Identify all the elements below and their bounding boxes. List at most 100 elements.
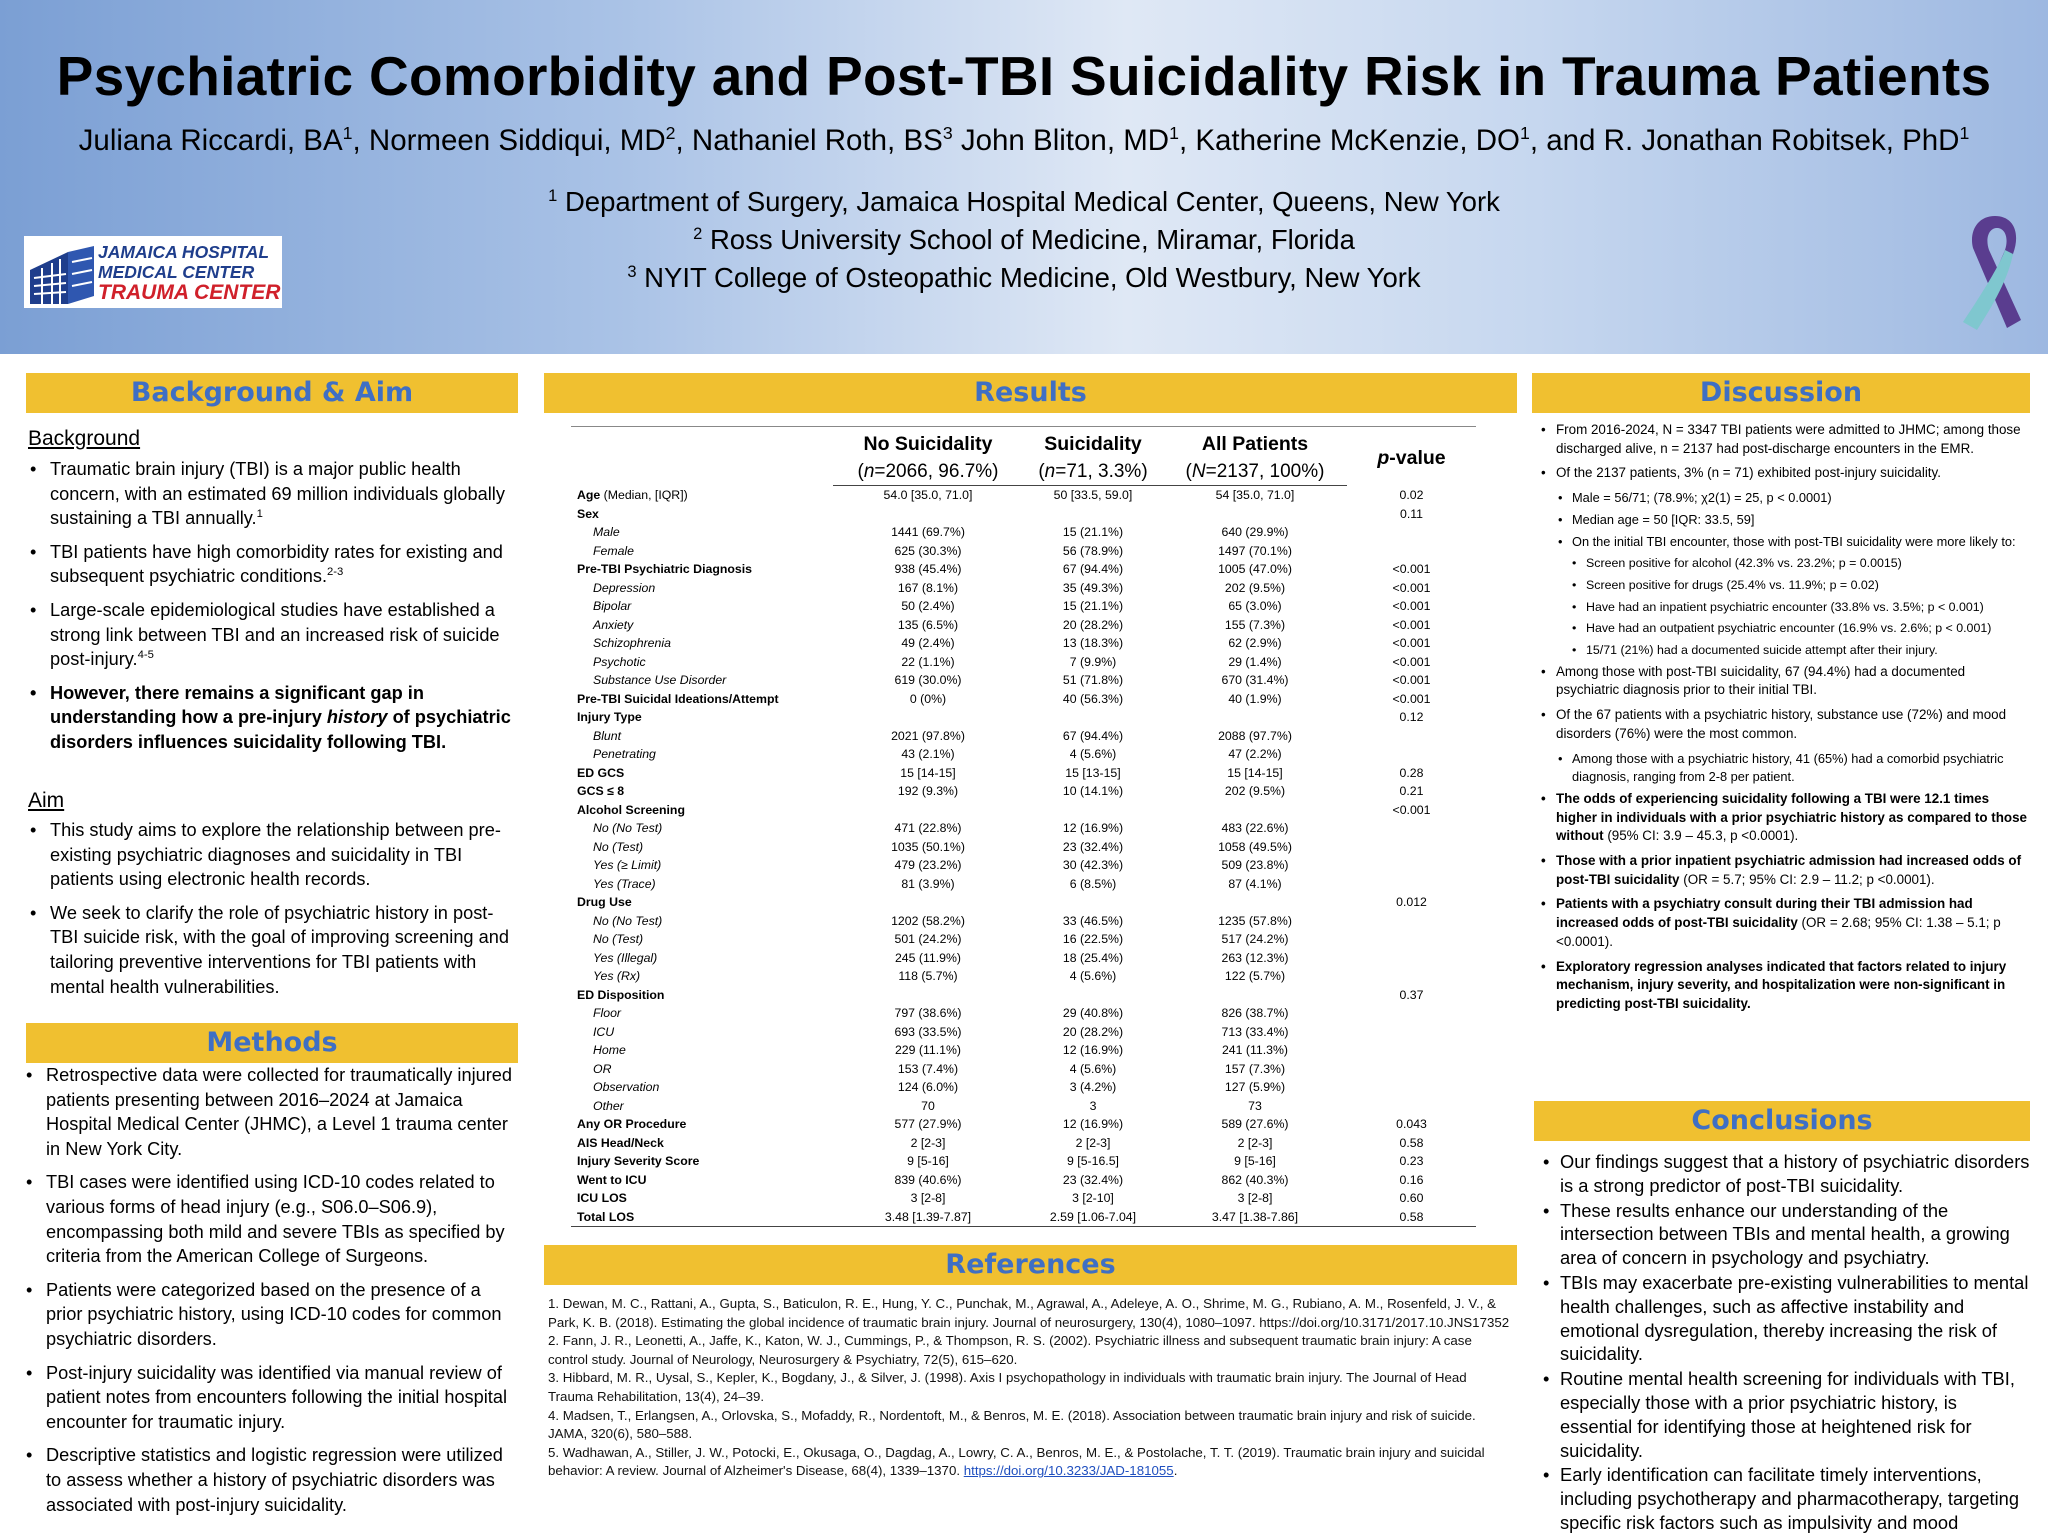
table-row: GCS ≤ 8 192 (9.3%) 10 (14.1%) 202 (9.5%) 0.2… [571, 782, 1476, 801]
p-value-cell: 0.28 [1399, 765, 1424, 780]
p-value-cell [1347, 1041, 1476, 1060]
table-cell [833, 893, 1023, 912]
table-cell: 1202 (58.2%) [891, 913, 965, 928]
table-cell: 67 (94.4%) [1062, 728, 1124, 743]
conclusions-list: Our findings suggest that a history of p… [1540, 1150, 2032, 1536]
logo-line-2: MEDICAL CENTER [98, 262, 255, 282]
row-label: Injury Type [577, 710, 642, 724]
table-cell: 155 (7.3%) [1224, 617, 1286, 632]
p-value-cell: 0.02 [1399, 487, 1424, 502]
table-cell: 2 [2-3] [910, 1135, 946, 1150]
table-cell: 2 [2-3] [1237, 1135, 1273, 1150]
table-cell: 938 (45.4%) [894, 562, 962, 576]
conclusions-banner: Conclusions [1534, 1101, 2030, 1141]
table-row: ICU 693 (33.5%) 20 (28.2%) 713 (33.4%) [571, 1023, 1476, 1042]
row-label: Yes (Trace) [593, 876, 656, 891]
table-cell: 1441 (69.7%) [891, 525, 965, 539]
references-banner: References [544, 1245, 1517, 1285]
discussion-item: Among those with a psychiatric history, … [1538, 750, 2032, 787]
table-cell: 167 (8.1%) [897, 580, 959, 595]
doi-link[interactable]: https://doi.org/10.3233/JAD-181055 [963, 1463, 1174, 1479]
table-cell: 1035 (50.1%) [891, 839, 965, 854]
row-label: Yes (Rx) [593, 969, 641, 983]
table-cell [833, 801, 1023, 820]
discussion-item: Have had an outpatient psychiatric encou… [1538, 619, 2032, 638]
table-cell [1163, 893, 1347, 912]
row-label: AIS Head/Neck [577, 1135, 664, 1150]
table-cell: 67 (94.4%) [1062, 562, 1124, 576]
table-cell: 23 (32.4%) [1062, 839, 1124, 854]
table-cell: 3 [2-10] [1072, 1191, 1114, 1205]
methods-item: Post-injury suicidality was identified v… [24, 1361, 518, 1435]
table-row: Penetrating 43 (2.1%) 4 (5.6%) 47 (2.2%) [571, 745, 1476, 764]
table-cell [833, 708, 1023, 727]
row-label: No (No Test) [593, 913, 663, 928]
table-corner [571, 426, 833, 486]
reference-item: 4. Madsen, T., Erlangsen, A., Orlovska, … [548, 1407, 1476, 1442]
table-cell: 81 (3.9%) [901, 876, 955, 891]
table-row: Yes (≥ Limit) 479 (23.2%) 30 (42.3%) 509 (2… [571, 856, 1476, 875]
row-label: ICU LOS [577, 1191, 627, 1205]
row-label: Total LOS [571, 1207, 833, 1227]
table-cell: 670 (31.4%) [1221, 673, 1289, 687]
table-row: Substance Use Disorder 619 (30.0%) 51 (71.… [571, 671, 1476, 690]
affiliation-1: 1 Department of Surgery, Jamaica Hospita… [548, 186, 1500, 217]
row-label: Other [593, 1098, 624, 1113]
p-value-cell: <0.001 [1392, 673, 1431, 687]
table-row: Depression 167 (8.1%) 35 (49.3%) 202 (9.5%)… [571, 579, 1476, 598]
p-value-cell: <0.001 [1392, 580, 1431, 595]
table-row: Male 1441 (69.7%) 15 (21.1%) 640 (29.9%) [571, 523, 1476, 542]
reference-item: 2. Fann, J. R., Leonetti, A., Jaffe, K.,… [548, 1333, 1472, 1367]
row-label: Substance Use Disorder [593, 673, 727, 687]
table-cell: 33 (46.5%) [1062, 913, 1124, 928]
table-cell: 15 (21.1%) [1062, 599, 1124, 613]
p-value-cell: <0.001 [1392, 562, 1431, 576]
p-value-cell: <0.001 [1392, 654, 1431, 669]
affiliation-3: 3 NYIT College of Osteopathic Medicine, … [627, 262, 1421, 293]
table-row: Drug Use 0.012 [571, 893, 1476, 912]
column-header: No Suicidality [833, 426, 1023, 458]
background-item: TBI patients have high comorbidity rates… [28, 540, 518, 589]
discussion-item: Patients with a psychiatry consult durin… [1538, 895, 2032, 951]
background-subheading: Background [28, 427, 141, 450]
p-value-cell [1347, 1097, 1476, 1116]
column-header: Suicidality [1023, 426, 1163, 458]
p-value-cell [1347, 523, 1476, 542]
p-value-cell: <0.001 [1392, 617, 1431, 632]
reference-item: 3. Hibbard, M. R., Uysal, S., Kepler, K.… [548, 1370, 1467, 1404]
table-cell: 87 (4.1%) [1228, 876, 1282, 891]
table-cell [1163, 986, 1347, 1005]
p-value-cell: <0.001 [1392, 599, 1431, 613]
poster-header: Psychiatric Comorbidity and Post-TBI Sui… [0, 0, 2048, 354]
row-label: No (Test) [593, 839, 644, 854]
p-value-cell: 0.21 [1399, 784, 1424, 798]
table-row: Home 229 (11.1%) 12 (16.9%) 241 (11.3%) [571, 1041, 1476, 1060]
table-cell: 10 (14.1%) [1062, 784, 1124, 798]
table-header-row: (n=2066, 96.7%) (n=71, 3.3%) (N=2137, 10… [571, 458, 1476, 486]
row-label: Anxiety [593, 617, 634, 632]
p-value-cell [1347, 1078, 1476, 1097]
aim-subheading: Aim [28, 789, 65, 812]
background-aim-banner: Background & Aim [26, 373, 518, 413]
table-cell: 122 (5.7%) [1224, 969, 1286, 983]
table-cell: 18 (25.4%) [1062, 950, 1124, 965]
row-label: Female [593, 543, 635, 558]
table-row: No (No Test) 1202 (58.2%) 33 (46.5%) 1235 (… [571, 912, 1476, 931]
table-cell: 797 (38.6%) [894, 1006, 962, 1020]
logo-line-3: TRAUMA CENTER [98, 281, 281, 304]
row-label: Yes (≥ Limit) [593, 858, 662, 872]
table-cell: 127 (5.9%) [1224, 1080, 1286, 1094]
conclusion-item: TBIs may exacerbate pre-existing vulnera… [1540, 1271, 2032, 1366]
table-cell: 1058 (49.5%) [1218, 839, 1292, 854]
table-cell [1163, 505, 1347, 524]
table-cell: 153 (7.4%) [897, 1061, 959, 1076]
aim-list: This study aims to explore the relations… [28, 818, 518, 1008]
table-cell: 20 (28.2%) [1062, 1024, 1124, 1039]
table-cell: 13 (18.3%) [1062, 636, 1124, 650]
table-row: Bipolar 50 (2.4%) 15 (21.1%) 65 (3.0%) <0.00… [571, 597, 1476, 616]
table-cell: 862 (40.3%) [1221, 1172, 1289, 1187]
hospital-building-icon [30, 246, 94, 304]
row-label: Blunt [593, 728, 622, 743]
table-cell: 40 (56.3%) [1062, 691, 1124, 706]
table-cell: 4 (5.6%) [1069, 969, 1117, 983]
